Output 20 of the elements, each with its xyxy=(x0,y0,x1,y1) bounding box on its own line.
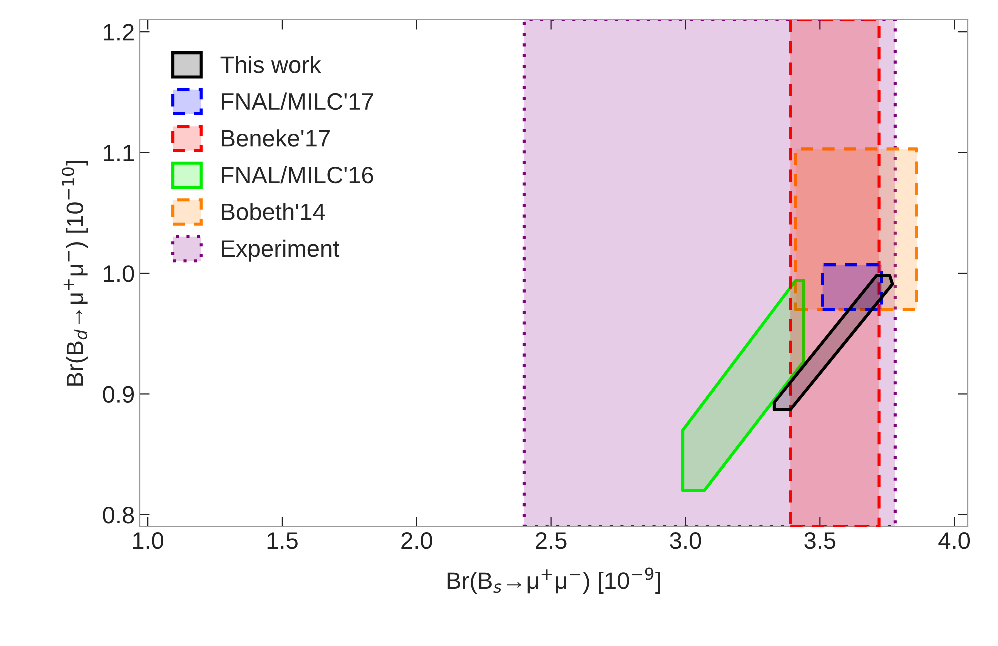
legend-label: FNAL/MILC'17 xyxy=(222,92,374,110)
y-tick-label: 1.1 xyxy=(104,145,134,162)
x-tick-label: 4.0 xyxy=(938,532,970,550)
legend-label: Experiment xyxy=(222,240,340,262)
x-tick-label: 3.0 xyxy=(670,532,702,550)
legend-label: FNAL/MILC'16 xyxy=(222,166,374,184)
text: Br(B$_{d}$→μ$^{+}$μ$^{−}$) [10$^{−10}$] xyxy=(62,161,88,386)
y-tick-label: 0.9 xyxy=(103,386,134,403)
x-tick-label: 3.5 xyxy=(804,532,836,550)
x-tick-label: 1.0 xyxy=(133,532,164,550)
legend-label: Bobeth'14 xyxy=(222,203,326,220)
y-tick-label: 1.0 xyxy=(104,266,134,282)
x-tick-label: 2.5 xyxy=(536,532,567,550)
x-tick-label: 2.0 xyxy=(402,532,432,550)
y-tick-label: 0.8 xyxy=(103,506,134,524)
text: Br(B$_{s}$→μ$^{+}$μ$^{−}$) [10$^{−9}$] xyxy=(448,568,660,594)
x-tick-label: 1.5 xyxy=(268,532,298,550)
legend-label: This work xyxy=(220,56,322,74)
y-tick-label: 1.2 xyxy=(104,24,134,41)
legend-label: Beneke'17 xyxy=(222,130,330,147)
